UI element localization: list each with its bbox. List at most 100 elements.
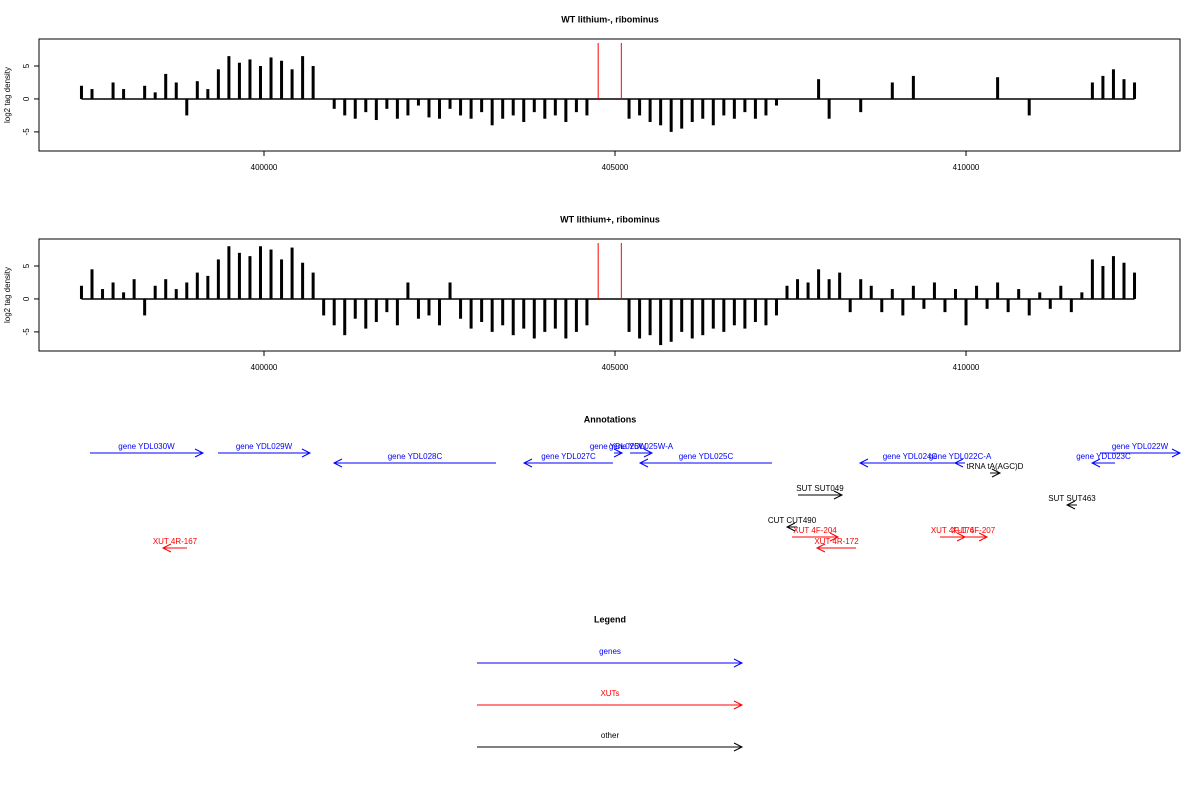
density-bar bbox=[174, 289, 178, 299]
density-bar bbox=[701, 98, 705, 119]
density-bar bbox=[922, 298, 926, 309]
density-bar bbox=[543, 98, 547, 119]
density-bar bbox=[469, 98, 473, 119]
arrow-head bbox=[161, 543, 172, 553]
density-bar bbox=[343, 298, 347, 336]
density-bar bbox=[638, 298, 642, 339]
feature-label: SUT SUT463 bbox=[1048, 494, 1096, 503]
density-bar bbox=[1111, 69, 1115, 99]
density-bar bbox=[680, 298, 684, 332]
density-bar bbox=[227, 56, 231, 99]
feature-arrow bbox=[858, 458, 960, 468]
feature-arrow bbox=[332, 458, 497, 468]
arrow-head bbox=[1090, 458, 1101, 468]
density-bar bbox=[322, 298, 326, 316]
y-axis-label: log2 tag density bbox=[3, 267, 12, 323]
feature-arrow bbox=[791, 532, 840, 542]
density-bar bbox=[827, 279, 831, 299]
density-bar bbox=[564, 298, 568, 339]
density-bar bbox=[237, 252, 241, 299]
density-bar bbox=[406, 98, 410, 116]
density-bar bbox=[311, 272, 315, 299]
density-bar bbox=[943, 298, 947, 313]
arrow-head bbox=[522, 458, 533, 468]
density-bar bbox=[153, 285, 157, 299]
density-bar bbox=[774, 98, 778, 106]
density-bar bbox=[1101, 75, 1105, 99]
density-bar bbox=[185, 98, 189, 116]
density-bar bbox=[427, 298, 431, 316]
arrow-head bbox=[858, 458, 869, 468]
density-bar bbox=[838, 272, 842, 299]
feature-label: XUT 4R-167 bbox=[153, 537, 198, 546]
density-bar bbox=[522, 298, 526, 329]
density-bar bbox=[353, 298, 357, 319]
density-bar bbox=[574, 98, 578, 113]
density-bar bbox=[248, 256, 252, 299]
density-bar bbox=[79, 85, 83, 99]
density-bar bbox=[438, 298, 442, 326]
density-bar bbox=[1133, 82, 1137, 99]
density-bar bbox=[301, 262, 305, 299]
density-bar bbox=[1090, 259, 1094, 299]
arrow-head bbox=[733, 742, 744, 752]
feature-label: gene YDL028C bbox=[388, 452, 443, 461]
feature-arrow bbox=[613, 448, 624, 458]
density-bar bbox=[669, 298, 673, 342]
density-bar bbox=[164, 73, 168, 99]
density-bar bbox=[406, 282, 410, 299]
density-bar bbox=[280, 259, 284, 299]
density-bar bbox=[227, 246, 231, 299]
density-bar bbox=[648, 298, 652, 336]
annotations-title: Annotations bbox=[584, 414, 637, 424]
x-tick-label: 400000 bbox=[251, 163, 278, 172]
density-bar bbox=[627, 98, 631, 119]
density-bar bbox=[1080, 292, 1084, 299]
density-bar bbox=[416, 98, 420, 106]
density-bar bbox=[796, 279, 800, 299]
density-bar bbox=[469, 298, 473, 329]
density-bar bbox=[258, 66, 262, 99]
x-tick-label: 400000 bbox=[251, 363, 278, 372]
density-bar bbox=[827, 98, 831, 119]
density-bar bbox=[301, 56, 305, 99]
density-bar bbox=[953, 289, 957, 299]
density-bar bbox=[311, 66, 315, 99]
density-bar bbox=[669, 98, 673, 132]
y-axis-label: log2 tag density bbox=[3, 67, 12, 123]
density-bar bbox=[869, 285, 873, 299]
density-bar bbox=[501, 98, 505, 119]
density-bar bbox=[164, 279, 168, 299]
x-tick-label: 405000 bbox=[602, 163, 629, 172]
density-bar bbox=[1069, 298, 1073, 313]
density-bar bbox=[627, 298, 631, 332]
legend-label: other bbox=[601, 731, 620, 740]
arrow-head bbox=[643, 448, 654, 458]
feature-label: SUT SUT049 bbox=[796, 484, 844, 493]
chart-title: WT lithium-, ribominus bbox=[561, 14, 659, 24]
x-tick-label: 410000 bbox=[953, 163, 980, 172]
plot-frame bbox=[38, 238, 1181, 352]
density-bar bbox=[901, 298, 905, 316]
density-bar bbox=[1048, 298, 1052, 309]
arrow-head bbox=[785, 522, 796, 532]
density-bar bbox=[343, 98, 347, 116]
density-bar bbox=[143, 298, 147, 316]
density-bar bbox=[101, 289, 105, 299]
legend-label: XUTs bbox=[600, 689, 619, 698]
density-bar bbox=[522, 98, 526, 123]
density-bar bbox=[817, 269, 821, 299]
legend-label: genes bbox=[599, 647, 621, 656]
density-bar bbox=[1017, 289, 1021, 299]
density-bar bbox=[1111, 256, 1115, 299]
density-bar bbox=[659, 298, 663, 346]
density-bar bbox=[427, 98, 431, 118]
density-bar bbox=[90, 89, 94, 99]
feature-label: gene YDL025W-A bbox=[609, 442, 674, 451]
density-bar bbox=[185, 282, 189, 299]
arrow-head bbox=[833, 490, 844, 500]
arrow-head bbox=[1065, 500, 1076, 510]
density-bar bbox=[848, 298, 852, 313]
density-bar bbox=[806, 282, 810, 299]
chart-title: WT lithium+, ribominus bbox=[560, 214, 660, 224]
